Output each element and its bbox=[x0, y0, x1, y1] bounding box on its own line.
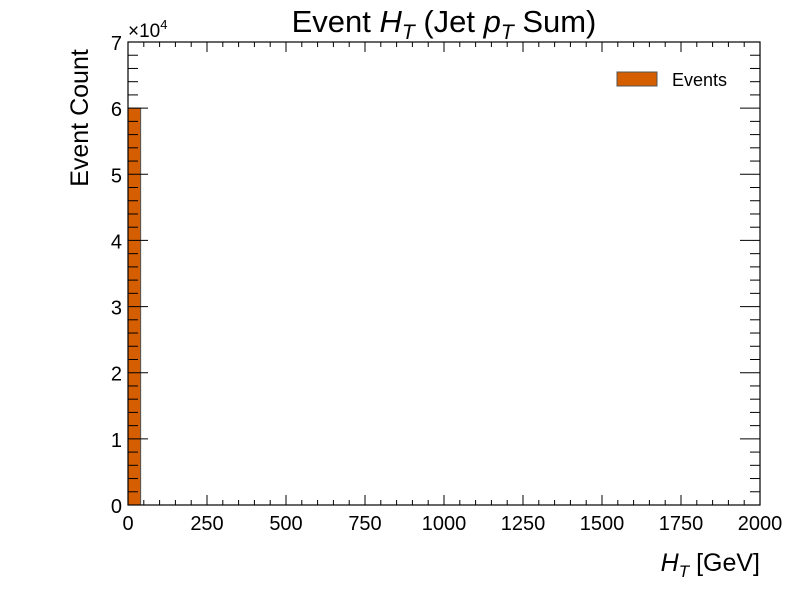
y-tick-label: 4 bbox=[111, 231, 122, 253]
x-tick-label: 2000 bbox=[738, 513, 783, 535]
y-tick-label: 7 bbox=[111, 33, 122, 55]
x-tick-label: 0 bbox=[122, 513, 133, 535]
x-tick-label: 1000 bbox=[422, 513, 467, 535]
x-tick-label: 1250 bbox=[501, 513, 546, 535]
y-tick-label: 5 bbox=[111, 165, 122, 187]
y-tick-label: 6 bbox=[111, 99, 122, 121]
x-tick-label: 1750 bbox=[659, 513, 704, 535]
ticks-group bbox=[127, 41, 761, 506]
plot-frame bbox=[127, 41, 761, 506]
x-tick-label: 500 bbox=[269, 513, 302, 535]
y-tick-label: 2 bbox=[111, 364, 122, 386]
y-tick-label: 3 bbox=[111, 298, 122, 320]
y-multiplier: ×104 bbox=[128, 17, 167, 42]
y-tick-label: 1 bbox=[111, 430, 122, 452]
x-tick-label: 750 bbox=[348, 513, 381, 535]
chart-title: Event HT (Jet pT Sum) bbox=[292, 4, 597, 44]
tick-labels-group: 0 250 500 750 1000 1250 1500 1750 2000 0 1 2 3 4 5 6 7 bbox=[111, 33, 782, 535]
legend: Events bbox=[616, 70, 727, 90]
x-axis-label: HT [GeV] bbox=[661, 549, 760, 581]
x-tick-label: 250 bbox=[190, 513, 223, 535]
x-tick-label: 1500 bbox=[580, 513, 625, 535]
y-axis-label: Event Count bbox=[66, 49, 94, 187]
y-tick-label: 0 bbox=[111, 496, 122, 518]
legend-label: Events bbox=[672, 70, 727, 90]
legend-swatch bbox=[616, 71, 658, 87]
